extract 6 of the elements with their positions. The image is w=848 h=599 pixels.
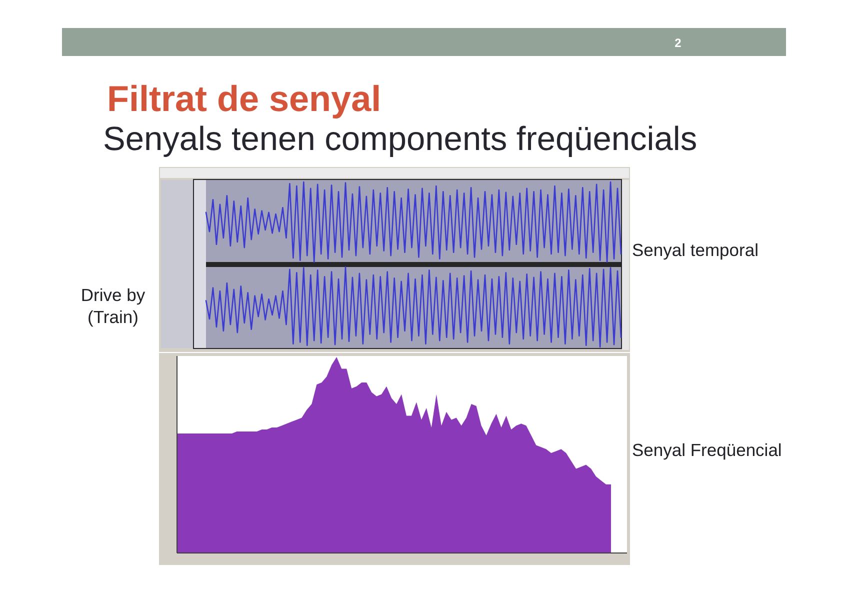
chart-title: Filtrat de senyal — [107, 78, 382, 119]
text: Senyal temporal — [632, 240, 758, 260]
text: Senyal Freqüencial — [632, 440, 782, 460]
text: 2 — [674, 36, 682, 50]
chart-subtitle: Senyals tenen components freqüencials — [103, 121, 698, 158]
text: Drive by (Train) — [80, 285, 146, 327]
